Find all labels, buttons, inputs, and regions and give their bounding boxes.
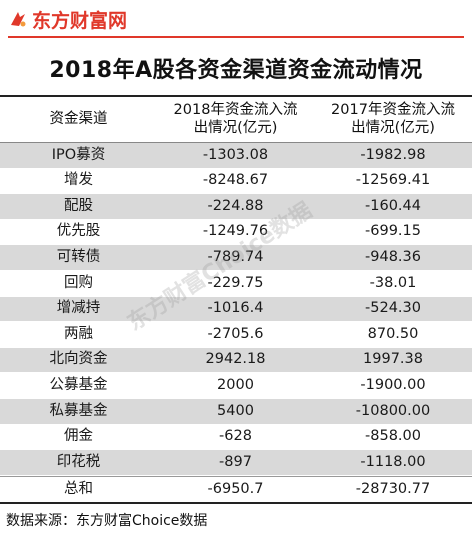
row-2018-value: -897 xyxy=(219,453,252,470)
row-2017-value: -1900.00 xyxy=(360,376,426,393)
table-header-row: 资金渠道 2018年资金流入流 出情况(亿元) 2017年资金流入流 出情况(亿… xyxy=(0,97,472,143)
eastmoney-logo-icon xyxy=(11,12,26,27)
brand-logo: 东方财富网 xyxy=(8,6,127,32)
row-channel: 可转债 xyxy=(56,248,101,265)
row-2018-value: -224.88 xyxy=(207,197,264,214)
table-row: 北向资金 2942.18 1997.38 xyxy=(0,347,472,374)
row-2018-value: -1249.76 xyxy=(202,223,269,240)
row-2018-value: -8248.67 xyxy=(202,172,269,189)
row-2018-value: -2705.6 xyxy=(207,325,264,342)
page-title: 2018年A股各资金渠道资金流动情况 xyxy=(49,58,423,83)
table-row: 公募基金 2000 -1900.00 xyxy=(0,373,472,399)
row-2018-value: -229.75 xyxy=(207,274,264,291)
row-2017-value: -524.30 xyxy=(365,300,421,317)
row-2018-value: 2942.18 xyxy=(205,351,266,368)
data-source-note: 数据来源：东方财富Choice数据 xyxy=(6,513,208,529)
row-channel: 北向资金 xyxy=(49,351,108,368)
row-channel: 印花税 xyxy=(56,453,101,470)
header-2018: 2018年资金流入流 出情况(亿元) xyxy=(157,102,314,137)
row-2017-value: -12569.41 xyxy=(355,172,431,189)
total-2018-value: -6950.7 xyxy=(207,480,264,497)
brand-divider xyxy=(8,36,464,38)
header-2017: 2017年资金流入流 出情况(亿元) xyxy=(314,102,472,137)
row-channel: 公募基金 xyxy=(49,376,108,393)
row-2017-value: -858.00 xyxy=(365,428,421,445)
row-2017-value: -1982.98 xyxy=(360,146,426,163)
row-channel: 私募基金 xyxy=(49,402,108,419)
row-channel: IPO募资 xyxy=(51,146,106,163)
brand-bar: 东方财富网 xyxy=(0,0,472,40)
row-channel: 回购 xyxy=(64,274,93,291)
row-channel: 配股 xyxy=(64,197,93,214)
row-2018-value: -1303.08 xyxy=(202,146,269,163)
row-2018-value: -1016.4 xyxy=(207,300,264,317)
table-row: 两融 -2705.6 870.50 xyxy=(0,322,472,348)
capital-flow-table: 资金渠道 2018年资金流入流 出情况(亿元) 2017年资金流入流 出情况(亿… xyxy=(0,95,472,504)
total-2017-value: -28730.77 xyxy=(355,480,431,497)
row-2017-value: -1118.00 xyxy=(360,453,426,470)
header-2017-line1: 2017年资金流入流 xyxy=(331,102,455,119)
row-channel: 增减持 xyxy=(56,300,101,317)
header-channel: 资金渠道 xyxy=(49,110,108,127)
row-2018-value: -628 xyxy=(219,428,252,445)
table-row: 私募基金 5400 -10800.00 xyxy=(0,398,472,425)
row-channel: 优先股 xyxy=(56,223,101,240)
table-row: 优先股 -1249.76 -699.15 xyxy=(0,219,472,246)
table-row: 配股 -224.88 -160.44 xyxy=(0,194,472,220)
table-row: 增发 -8248.67 -12569.41 xyxy=(0,168,472,195)
table-row: IPO募资 -1303.08 -1982.98 xyxy=(0,143,472,169)
row-2017-value: -160.44 xyxy=(365,197,421,214)
row-channel: 两融 xyxy=(64,325,93,342)
row-channel: 佣金 xyxy=(64,428,93,445)
table-total-row: 总和 -6950.7 -28730.77 xyxy=(0,475,472,504)
brand-name: 东方财富网 xyxy=(32,9,128,32)
row-2018-value: -789.74 xyxy=(207,248,264,265)
row-2017-value: -38.01 xyxy=(369,274,417,291)
row-2017-value: -948.36 xyxy=(365,248,421,265)
row-2017-value: 1997.38 xyxy=(363,351,423,368)
row-2017-value: 870.50 xyxy=(367,325,419,342)
row-2017-value: -10800.00 xyxy=(355,402,431,419)
table-row: 佣金 -628 -858.00 xyxy=(0,424,472,451)
row-2018-value: 5400 xyxy=(217,402,254,419)
row-2018-value: 2000 xyxy=(217,376,254,393)
table-row: 回购 -229.75 -38.01 xyxy=(0,270,472,297)
header-2018-line1: 2018年资金流入流 xyxy=(173,102,298,119)
row-channel: 增发 xyxy=(64,172,93,189)
total-label: 总和 xyxy=(64,480,93,497)
table-row: 可转债 -789.74 -948.36 xyxy=(0,245,472,271)
header-2018-line2: 出情况(亿元) xyxy=(193,119,278,136)
header-2017-line2: 出情况(亿元) xyxy=(351,119,435,136)
table-row: 印花税 -897 -1118.00 xyxy=(0,450,472,476)
row-2017-value: -699.15 xyxy=(365,223,421,240)
table-row: 增减持 -1016.4 -524.30 xyxy=(0,296,472,323)
